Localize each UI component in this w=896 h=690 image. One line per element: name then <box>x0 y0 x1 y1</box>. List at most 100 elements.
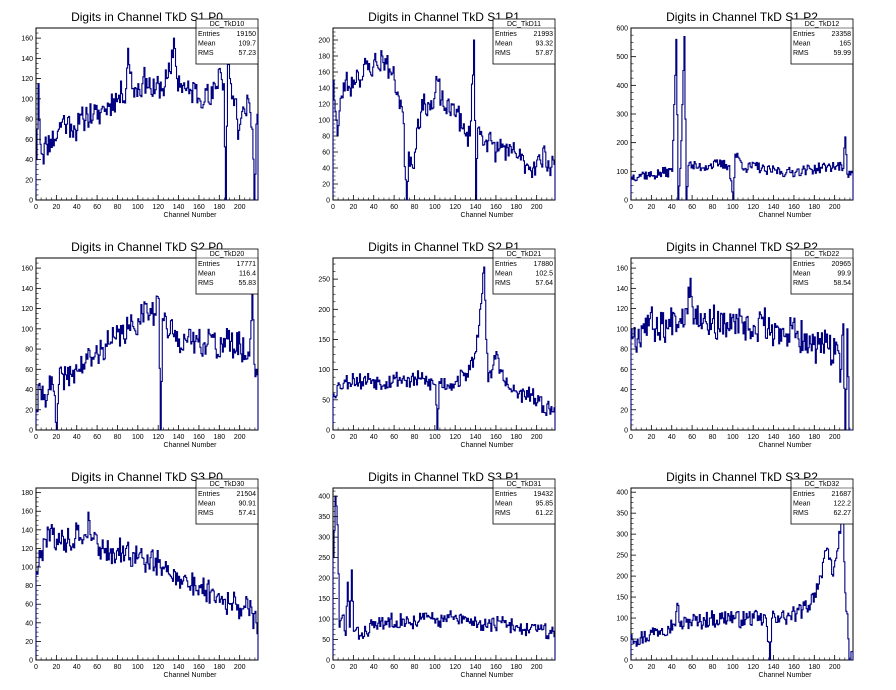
x-tick-label: 200 <box>234 664 246 671</box>
x-tick-label: 60 <box>390 434 398 441</box>
y-tick-label: 40 <box>322 166 330 173</box>
stats-box-frame <box>492 248 556 295</box>
stats-value: 109.7 <box>238 41 256 48</box>
x-tick-label: 60 <box>93 204 101 211</box>
histogram-line <box>35 37 259 201</box>
histogram-line <box>630 511 854 661</box>
histogram-line <box>332 39 556 201</box>
stats-name: DC_TkD30 <box>210 481 245 488</box>
x-tick-label: 0 <box>331 664 335 671</box>
x-tick-label: 100 <box>727 434 739 441</box>
stats-value: 21687 <box>832 491 852 498</box>
chart-title: Digits in Channel TkD S1 P1 <box>368 10 520 24</box>
x-tick-label: 140 <box>173 434 185 441</box>
x-tick-label: 20 <box>52 204 60 211</box>
stats-value: 116.4 <box>239 271 256 278</box>
y-tick-label: 0 <box>326 428 330 435</box>
y-tick-label: 250 <box>318 277 330 284</box>
stats-box: DC_TkD10 Entries 19150 Mean 109.7 RMS 57.23 <box>195 18 259 65</box>
y-tick-label: 120 <box>21 546 33 553</box>
stats-label: RMS <box>198 280 214 287</box>
stats-value: 95.85 <box>535 501 553 508</box>
chart-title: Digits in Channel TkD S3 P0 <box>71 470 223 484</box>
y-tick-label: 160 <box>21 266 33 273</box>
y-tick-label: 60 <box>25 137 33 144</box>
x-tick-label: 0 <box>34 434 38 441</box>
y-tick-label: 0 <box>326 198 330 205</box>
y-tick-label: 60 <box>620 367 628 374</box>
stats-value: 20965 <box>832 261 852 268</box>
stats-box: DC_TkD12 Entries 23358 Mean 165 RMS 59.99 <box>790 18 854 65</box>
x-tick-label: 200 <box>531 204 543 211</box>
y-tick-label: 20 <box>322 182 330 189</box>
histogram-panel: Digits in Channel TkD S2 P1 0 20 40 60 80 100 1… <box>318 240 556 449</box>
x-tick-label: 80 <box>411 434 419 441</box>
stats-value: 61.22 <box>535 510 553 517</box>
x-tick-label: 120 <box>449 664 461 671</box>
y-tick-label: 350 <box>318 514 330 521</box>
stats-value: 102.5 <box>535 271 553 278</box>
y-tick-label: 400 <box>318 494 330 501</box>
x-tick-label: 60 <box>390 204 398 211</box>
chart-title: Digits in Channel TkD S3 P2 <box>666 470 818 484</box>
chart-title: Digits in Channel TkD S2 P1 <box>368 240 520 254</box>
histogram-line <box>35 511 259 660</box>
y-tick-label: 250 <box>318 555 330 562</box>
y-tick-label: 100 <box>21 565 33 572</box>
y-tick-label: 100 <box>21 326 33 333</box>
y-tick-label: 400 <box>616 83 628 90</box>
x-tick-label: 160 <box>490 664 502 671</box>
stats-value: 21993 <box>534 31 554 38</box>
y-tick-label: 0 <box>29 198 33 205</box>
stats-value: 59.99 <box>833 50 851 57</box>
x-tick-label: 40 <box>370 204 378 211</box>
y-tick-label: 100 <box>616 326 628 333</box>
x-tick-label: 0 <box>331 204 335 211</box>
stats-value: 17771 <box>237 261 257 268</box>
x-tick-label: 180 <box>808 664 820 671</box>
x-tick-label: 0 <box>629 664 633 671</box>
y-tick-label: 600 <box>616 26 628 33</box>
stats-box-frame <box>790 18 854 65</box>
y-tick-label: 150 <box>318 596 330 603</box>
chart-title: Digits in Channel TkD S1 P2 <box>666 10 818 24</box>
histogram-line <box>630 277 853 431</box>
y-tick-label: 0 <box>326 658 330 665</box>
x-tick-label: 0 <box>34 664 38 671</box>
stats-box-frame <box>195 18 259 65</box>
y-tick-label: 120 <box>616 306 628 313</box>
x-tick-label: 140 <box>768 664 780 671</box>
y-tick-label: 0 <box>624 198 628 205</box>
stats-value: 122.2 <box>833 501 851 508</box>
y-tick-label: 160 <box>616 266 628 273</box>
x-tick-label: 160 <box>788 434 800 441</box>
stats-value: 93.32 <box>535 41 553 48</box>
plot-frame <box>332 257 556 431</box>
x-tick-label: 40 <box>668 434 676 441</box>
stats-label: Entries <box>793 31 815 38</box>
x-tick-label: 60 <box>688 204 696 211</box>
histogram-line <box>630 36 854 201</box>
stats-value: 19150 <box>237 31 257 38</box>
x-tick-label: 0 <box>629 434 633 441</box>
x-tick-label: 80 <box>114 434 122 441</box>
y-tick-label: 100 <box>318 617 330 624</box>
x-tick-label: 120 <box>747 204 759 211</box>
x-tick-label: 40 <box>370 664 378 671</box>
x-tick-label: 60 <box>93 434 101 441</box>
x-tick-label: 20 <box>52 664 60 671</box>
x-tick-label: 20 <box>52 434 60 441</box>
x-tick-label: 60 <box>93 664 101 671</box>
y-tick-label: 400 <box>616 490 628 497</box>
stats-label: Mean <box>495 41 513 48</box>
x-tick-label: 40 <box>73 434 81 441</box>
x-axis-label: Channel Number <box>461 212 515 219</box>
stats-box: DC_TkD11 Entries 21993 Mean 93.32 RMS 57.87 <box>492 18 556 65</box>
stats-value: 17880 <box>534 261 554 268</box>
y-tick-label: 0 <box>29 658 33 665</box>
x-tick-label: 60 <box>688 664 696 671</box>
x-tick-label: 80 <box>709 204 717 211</box>
y-tick-label: 20 <box>25 177 33 184</box>
y-tick-label: 140 <box>21 527 33 534</box>
